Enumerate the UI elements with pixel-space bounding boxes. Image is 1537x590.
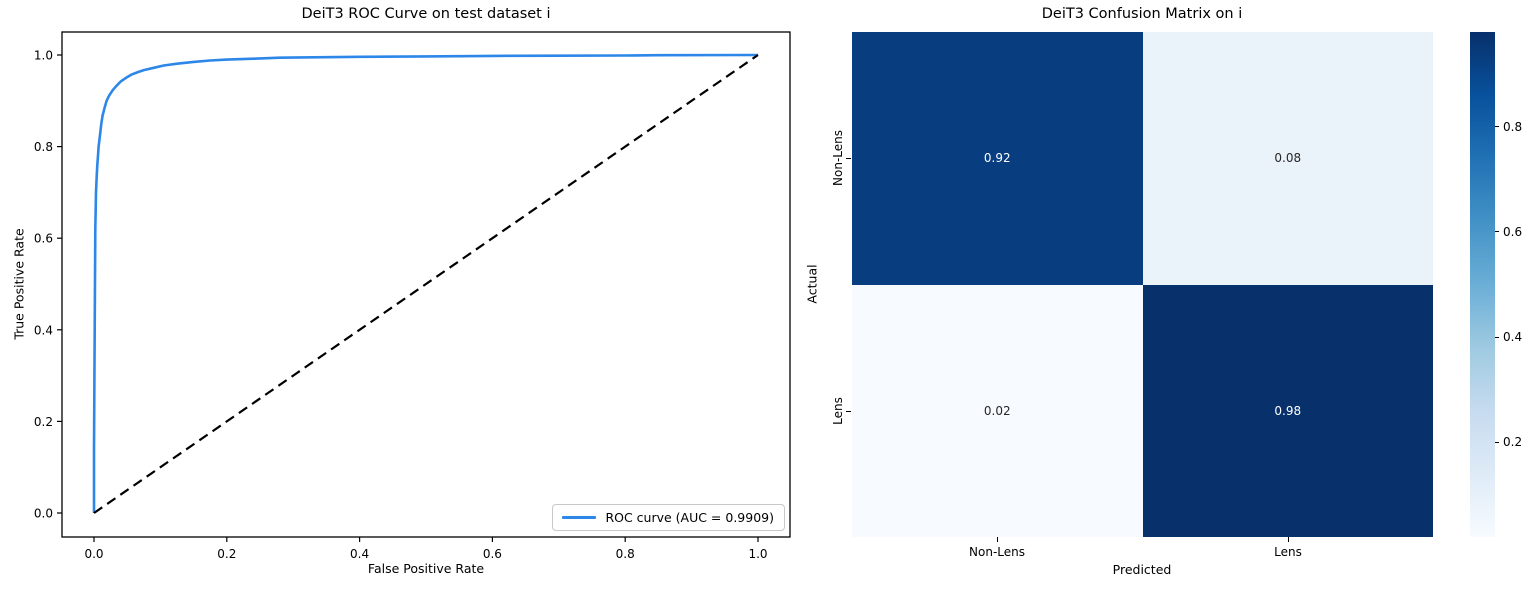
colorbar bbox=[1470, 32, 1495, 537]
cm-cell-lens-non-lens: 0.02 bbox=[852, 284, 1143, 537]
roc-legend-label: ROC curve (AUC = 0.9909) bbox=[605, 510, 774, 525]
roc-xtick-label: 0.4 bbox=[350, 547, 369, 561]
roc-ytick-label: 0.0 bbox=[34, 507, 53, 521]
roc-ytick-label: 1.0 bbox=[34, 49, 53, 63]
roc-curve-legend-line bbox=[562, 515, 597, 520]
cm-ylabel: Actual bbox=[804, 264, 820, 304]
roc-axes-box bbox=[61, 31, 791, 538]
colorbar-tick-label: 0.8 bbox=[1503, 119, 1523, 134]
roc-curve-line bbox=[92, 53, 759, 513]
cm-cell-non-lens-lens: 0.08 bbox=[1142, 32, 1433, 285]
cm-ytick-non-lens: Non-Lens bbox=[831, 130, 845, 186]
cm-xtick-lens: Lens bbox=[1274, 545, 1302, 559]
cm-ytick-mark bbox=[846, 411, 851, 413]
cm-xtick-non-lens: Non-Lens bbox=[969, 545, 1025, 559]
colorbar-tick-mark bbox=[1495, 336, 1499, 338]
cm-title: DeiT3 Confusion Matrix on i bbox=[1041, 6, 1243, 22]
roc-ytick-label: 0.4 bbox=[34, 323, 53, 337]
cm-ytick-mark bbox=[846, 158, 851, 160]
cm-xtick-mark bbox=[997, 537, 999, 542]
roc-xtick-label: 1.0 bbox=[748, 547, 767, 561]
roc-legend: ROC curve (AUC = 0.9909) bbox=[552, 504, 785, 531]
roc-ytick-label: 0.8 bbox=[34, 140, 53, 154]
colorbar-tick-label: 0.4 bbox=[1503, 330, 1523, 345]
roc-xtick-label: 0.2 bbox=[217, 547, 236, 561]
roc-xlabel: False Positive Rate bbox=[367, 561, 485, 576]
roc-ytick-label: 0.2 bbox=[34, 415, 53, 429]
roc-ylabel: True Positive Rate bbox=[11, 228, 27, 340]
colorbar-tick-mark bbox=[1495, 231, 1499, 233]
roc-xtick-label: 0.6 bbox=[483, 547, 502, 561]
roc-xtick-label: 0.8 bbox=[616, 547, 635, 561]
cm-ytick-lens: Lens bbox=[831, 397, 845, 425]
cm-xlabel: Predicted bbox=[1112, 562, 1172, 577]
colorbar-tick-mark bbox=[1495, 441, 1499, 443]
colorbar-tick-mark bbox=[1495, 126, 1499, 128]
roc-ytick-label: 0.6 bbox=[34, 232, 53, 246]
roc-title: DeiT3 ROC Curve on test dataset i bbox=[301, 6, 551, 22]
roc-xtick-label: 0.0 bbox=[84, 547, 103, 561]
chance-diagonal-line bbox=[93, 54, 759, 514]
cm-xtick-mark bbox=[1288, 537, 1290, 542]
colorbar-tick-label: 0.2 bbox=[1503, 435, 1523, 450]
cm-cell-non-lens-non-lens: 0.92 bbox=[852, 32, 1143, 285]
confusion-matrix-grid: 0.92 0.08 0.02 0.98 bbox=[852, 32, 1433, 537]
colorbar-tick-label: 0.6 bbox=[1503, 224, 1523, 239]
cm-cell-lens-lens: 0.98 bbox=[1142, 284, 1433, 537]
